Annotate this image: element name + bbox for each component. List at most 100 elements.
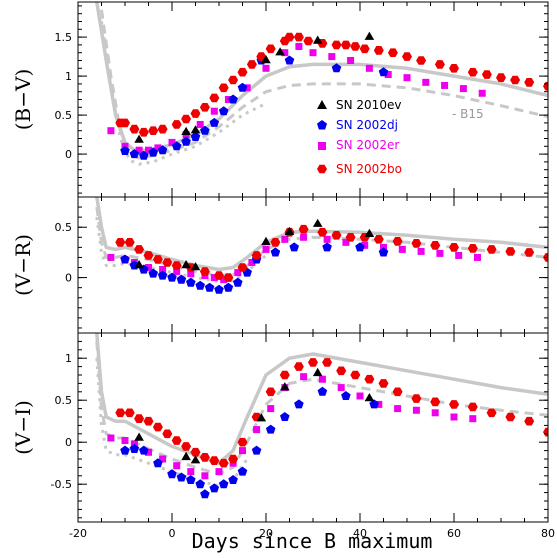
y-tick-label: -0.5 [51,478,72,491]
data-point-hexagon [284,32,295,42]
data-point-square [422,78,430,86]
legend-marker-triangle [317,100,327,109]
data-point-hexagon [359,44,370,54]
data-point-hexagon [524,248,535,257]
data-point-pentagon [251,445,262,455]
data-point-hexagon [543,427,548,437]
y-tick-label: 0 [65,148,72,161]
model-curve [95,206,548,278]
data-point-square [436,249,444,257]
data-point-pentagon [284,55,295,65]
data-point-pentagon [280,412,290,421]
data-point-hexagon [265,44,276,54]
data-point-square [450,413,458,421]
y-axis-label: (V−R) [11,234,35,296]
data-point-hexagon [256,52,267,61]
data-point-square [159,266,167,274]
data-point-triangle [181,451,191,461]
data-point-hexagon [496,73,506,82]
data-point-hexagon [449,64,459,73]
y-tick-label: 1 [65,70,72,83]
data-point-pentagon [200,489,210,499]
data-point-square [145,146,152,154]
data-point-square [318,375,326,383]
data-point-hexagon [209,93,220,103]
legend-label-sn2002bo: SN 2002bo [336,162,402,176]
y-axis-label: (B−V) [11,69,35,131]
data-point-pentagon [294,399,304,409]
data-point-square [365,64,373,72]
data-point-hexagon [162,258,173,267]
data-points [107,31,548,160]
data-point-triangle [275,47,285,56]
model-curve [95,2,548,152]
data-point-pentagon [378,67,389,77]
data-point-hexagon [157,124,168,134]
data-point-pentagon [355,242,365,252]
data-point-hexagon [340,40,351,50]
data-point-triangle [312,218,323,227]
data-point-hexagon [486,408,497,418]
data-point-hexagon [218,83,229,93]
data-point-pentagon [204,282,215,292]
data-point-square [253,426,261,434]
data-point-hexagon [218,458,229,468]
data-point-pentagon [195,479,205,489]
data-point-hexagon [392,387,403,397]
data-point-square [196,120,204,128]
data-point-hexagon [143,251,154,260]
data-point-pentagon [331,63,342,73]
data-point-square [243,84,251,92]
data-point-pentagon [317,386,328,396]
data-point-hexagon [293,32,304,42]
data-point-pentagon [218,479,229,489]
data-point-hexagon [228,454,239,464]
data-point-triangle [256,413,267,422]
data-point-triangle [312,367,323,377]
panel-2: 0 0.5 (V−R) [11,196,549,334]
data-point-hexagon [373,46,384,55]
data-point-square [130,440,138,448]
data-point-hexagon [124,408,135,418]
y-tick-label: 0 [65,436,72,449]
data-point-hexagon [467,67,478,77]
data-point-hexagon [190,109,201,118]
data-point-square [262,245,270,253]
data-point-triangle [312,35,323,44]
data-point-square [220,276,228,284]
data-point-hexagon [115,408,126,418]
data-point-hexagon [350,370,361,380]
y-tick-label: 1.5 [55,31,73,44]
data-point-square [262,64,270,72]
panel-3: -0.5 0 0.5 1 (V−I) [11,332,549,523]
data-point-hexagon [378,379,389,388]
data-point-square [380,243,387,251]
data-point-square [154,144,162,152]
data-point-hexagon [162,429,173,439]
data-point-hexagon [120,118,130,128]
data-point-triangle [364,393,375,402]
data-point-hexagon [411,239,422,248]
data-point-square [281,49,289,57]
data-point-hexagon [223,273,234,282]
data-point-pentagon [186,475,196,484]
data-point-pentagon [214,284,224,294]
data-point-square [323,235,331,243]
data-point-square [267,405,275,413]
data-point-hexagon [171,261,182,270]
data-point-pentagon [120,254,130,264]
data-point-pentagon [129,443,140,453]
legend-label-sn2002er: SN 2002er [336,138,399,152]
data-point-square [187,270,195,278]
data-point-triangle [284,226,295,235]
data-point-triangle [364,228,375,237]
data-point-hexagon [416,56,427,65]
data-point-hexagon [199,103,210,112]
panel-1: 0 0.5 1 1.5 (B−V) [11,1,549,198]
data-point-hexagon [331,40,342,50]
data-point-pentagon [148,147,158,157]
data-point-square [295,42,303,50]
model-curves [95,2,548,166]
data-point-hexagon [134,245,145,254]
data-point-hexagon [181,114,192,124]
